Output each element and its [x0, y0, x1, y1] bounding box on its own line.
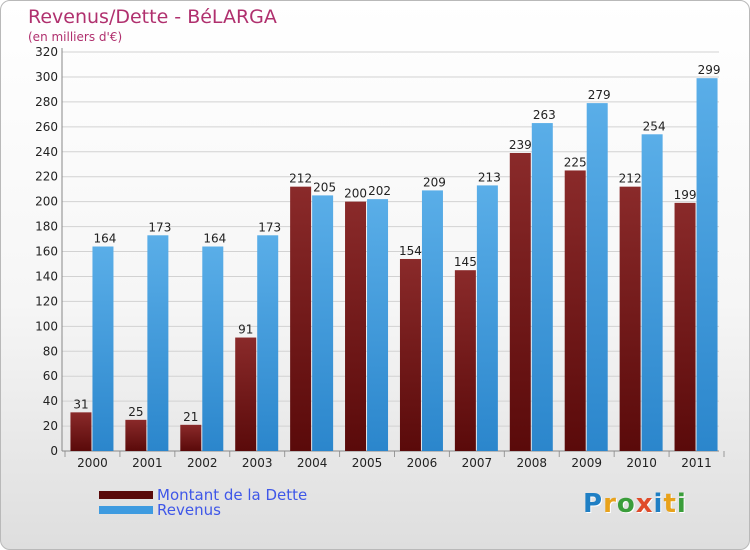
chart-unit-label: (en milliers d'€) [28, 30, 123, 44]
x-tick-label: 2009 [571, 456, 602, 470]
logo-letter: r [603, 489, 617, 519]
bar-dette [454, 270, 476, 451]
data-label-dette: 154 [399, 244, 422, 258]
data-label-revenus: 279 [588, 88, 611, 102]
x-tick-label: 2000 [77, 456, 108, 470]
data-label-dette: 212 [619, 172, 642, 186]
bar-dette [290, 186, 312, 451]
logo-letter: i [676, 489, 687, 519]
bar-dette [619, 186, 641, 451]
bar-dette [509, 152, 531, 451]
bar-revenus [696, 78, 718, 451]
x-tick-label: 2006 [407, 456, 438, 470]
bar-revenus [476, 185, 498, 451]
bar-dette [235, 337, 257, 451]
data-label-dette: 31 [73, 397, 88, 411]
chart-title: Revenus/Dette - BéLARGA [28, 6, 277, 28]
data-label-dette: 239 [509, 138, 532, 152]
data-label-dette: 145 [454, 255, 477, 269]
y-tick-label: 200 [35, 195, 58, 209]
bar-dette [125, 419, 147, 451]
y-tick-label: 160 [35, 245, 58, 259]
y-tick-label: 60 [43, 369, 58, 383]
bar-revenus [641, 134, 663, 451]
y-tick-label: 320 [35, 45, 58, 59]
y-tick-label: 20 [43, 419, 58, 433]
y-tick-label: 100 [35, 319, 58, 333]
bar-dette [180, 424, 202, 451]
data-label-dette: 25 [128, 405, 143, 419]
data-label-revenus: 164 [203, 232, 226, 246]
data-label-dette: 91 [238, 323, 253, 337]
data-label-revenus: 164 [94, 232, 117, 246]
x-tick-label: 2010 [626, 456, 657, 470]
legend-swatch-dette [99, 491, 153, 499]
bar-revenus [586, 103, 608, 451]
data-label-revenus: 205 [313, 180, 336, 194]
bar-dette [345, 201, 367, 451]
y-tick-label: 280 [35, 95, 58, 109]
bar-revenus [92, 246, 114, 451]
bar-dette [564, 170, 586, 451]
y-tick-label: 80 [43, 344, 58, 358]
y-tick-label: 220 [35, 170, 58, 184]
x-tick-label: 2002 [187, 456, 218, 470]
x-tick-label: 2003 [242, 456, 273, 470]
x-tick-label: 2011 [681, 456, 712, 470]
x-tick-label: 2004 [297, 456, 328, 470]
bar-revenus [202, 246, 224, 451]
data-label-dette: 200 [344, 187, 367, 201]
y-tick-label: 180 [35, 220, 58, 234]
data-label-revenus: 263 [533, 108, 556, 122]
x-tick-label: 2007 [462, 456, 493, 470]
data-label-revenus: 213 [478, 170, 501, 184]
x-tick-label: 2001 [132, 456, 163, 470]
logo-letter: x [635, 489, 654, 519]
x-tick-label: 2008 [517, 456, 548, 470]
bar-revenus [312, 195, 334, 451]
y-tick-label: 140 [35, 269, 58, 283]
y-tick-label: 40 [43, 394, 58, 408]
y-tick-label: 0 [50, 444, 58, 458]
logo-letter: P [583, 489, 604, 519]
legend-swatch-revenus [99, 506, 153, 514]
data-label-revenus: 299 [698, 63, 721, 77]
y-tick-label: 260 [35, 120, 58, 134]
x-tick-label: 2005 [352, 456, 383, 470]
logo-letter: i [653, 489, 664, 519]
data-label-dette: 225 [564, 155, 587, 169]
bar-revenus [421, 190, 443, 451]
data-label-revenus: 173 [148, 220, 171, 234]
bar-revenus [531, 123, 553, 452]
bar-dette [674, 202, 696, 451]
legend-label-dette: Montant de la Dette [157, 486, 308, 504]
bar-revenus [147, 235, 169, 451]
data-label-dette: 212 [289, 172, 312, 186]
bar-revenus [257, 235, 279, 451]
data-label-revenus: 254 [643, 119, 666, 133]
logo-letter: t [663, 489, 677, 519]
bar-dette [70, 412, 92, 451]
data-label-revenus: 173 [258, 220, 281, 234]
y-tick-label: 300 [35, 70, 58, 84]
proxiti-logo: Proxiti [583, 489, 687, 519]
bar-revenus [367, 199, 389, 451]
bar-dette [399, 258, 421, 451]
y-tick-label: 120 [35, 294, 58, 308]
logo-letter: o [616, 489, 636, 519]
y-tick-label: 240 [35, 145, 58, 159]
legend-label-revenus: Revenus [157, 501, 221, 519]
data-label-revenus: 202 [368, 184, 391, 198]
data-label-revenus: 209 [423, 175, 446, 189]
data-label-dette: 199 [674, 188, 697, 202]
data-label-dette: 21 [183, 410, 198, 424]
